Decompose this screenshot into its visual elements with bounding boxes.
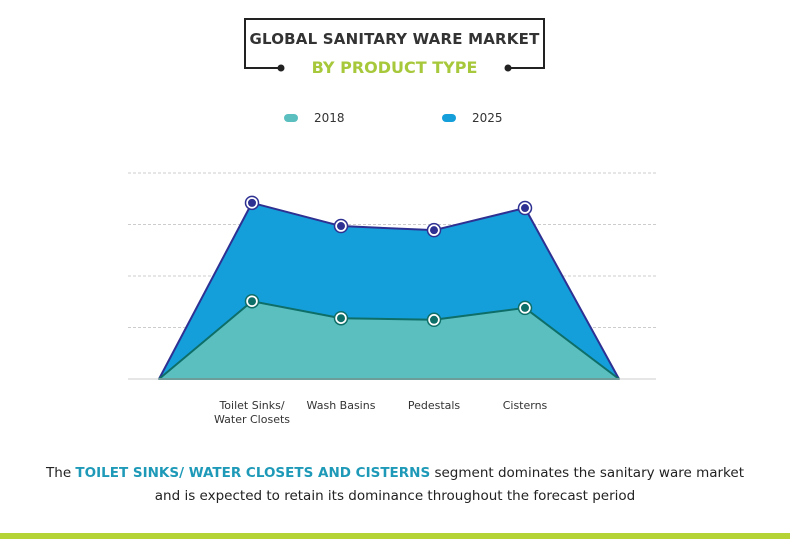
title-dot-left	[277, 64, 285, 72]
x-tick-label-line: Wash Basins	[306, 399, 376, 412]
data-point-core-2025	[248, 198, 256, 207]
chart-title: GLOBAL SANITARY WARE MARKET	[249, 30, 540, 48]
title-connectors	[244, 64, 545, 72]
data-point-core-2018	[430, 315, 438, 324]
x-tick-label: Wash Basins	[286, 399, 396, 413]
data-point-core-2025	[337, 222, 345, 231]
chart-subtitle: BY PRODUCT TYPE	[311, 58, 478, 77]
x-tick-label-line: Pedestals	[407, 399, 461, 412]
footer-text: The TOILET SINKS/ WATER CLOSETS AND CIST…	[0, 462, 790, 508]
footer-bar	[0, 533, 790, 539]
footer-prefix: The	[46, 465, 76, 481]
x-tick-label: Pedestals	[379, 399, 489, 413]
x-tick-label-line: Cisterns	[502, 399, 548, 412]
x-tick-label-line: Toilet Sinks/	[219, 399, 285, 412]
legend-item-2025: 2025	[442, 111, 503, 125]
x-tick-label: Toilet Sinks/Water Closets	[197, 399, 307, 427]
footer-highlight: TOILET SINKS/ WATER CLOSETS AND CISTERNS	[75, 465, 431, 481]
legend-label: 2025	[472, 111, 503, 125]
data-point-core-2018	[521, 303, 529, 312]
x-tick-label: Cisterns	[470, 399, 580, 413]
data-point-core-2025	[430, 226, 438, 235]
legend-item-2018: 2018	[284, 111, 345, 125]
legend-label: 2018	[314, 111, 345, 125]
data-point-core-2018	[248, 297, 256, 306]
footer-suffix: segment dominates the sanitary ware mark…	[430, 465, 744, 481]
legend-swatch-2025	[442, 114, 456, 122]
title-dot-right	[504, 64, 512, 72]
footer-line2: and is expected to retain its dominance …	[154, 488, 636, 504]
title-frame	[244, 18, 545, 68]
area-chart	[128, 172, 656, 380]
x-tick-label-line: Water Closets	[213, 413, 291, 426]
legend-swatch-2018	[284, 114, 298, 122]
data-point-core-2018	[337, 314, 345, 323]
data-point-core-2025	[521, 204, 529, 213]
